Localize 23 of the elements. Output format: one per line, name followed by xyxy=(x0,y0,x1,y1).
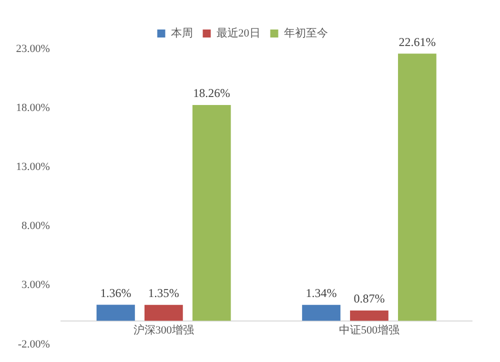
y-tick-label: -2.00% xyxy=(18,338,50,350)
data-label: 1.34% xyxy=(306,286,337,300)
x-tick-label: 沪深300增强 xyxy=(133,323,194,336)
legend-label: 本周 xyxy=(170,26,193,40)
data-label: 1.36% xyxy=(100,286,132,300)
bar xyxy=(144,304,183,321)
bar xyxy=(96,304,135,321)
legend-label: 年初至今 xyxy=(284,26,328,40)
y-tick-label: 18.00% xyxy=(16,102,50,114)
data-label: 0.87% xyxy=(354,292,385,306)
bar xyxy=(302,304,340,321)
data-label: 1.35% xyxy=(148,286,180,300)
legend-label: 最近20日 xyxy=(216,26,260,40)
y-tick-label: 3.00% xyxy=(21,279,50,292)
data-label: 18.26% xyxy=(193,86,230,100)
y-tick-label: 23.00% xyxy=(16,42,50,55)
data-label: 22.61% xyxy=(398,34,436,49)
bar xyxy=(350,310,388,321)
y-tick-label: 8.00% xyxy=(21,220,50,232)
bar xyxy=(192,105,231,321)
x-tick-label: 中证500增强 xyxy=(338,323,400,336)
bar xyxy=(398,54,436,321)
y-tick-label: 13.00% xyxy=(16,161,50,174)
